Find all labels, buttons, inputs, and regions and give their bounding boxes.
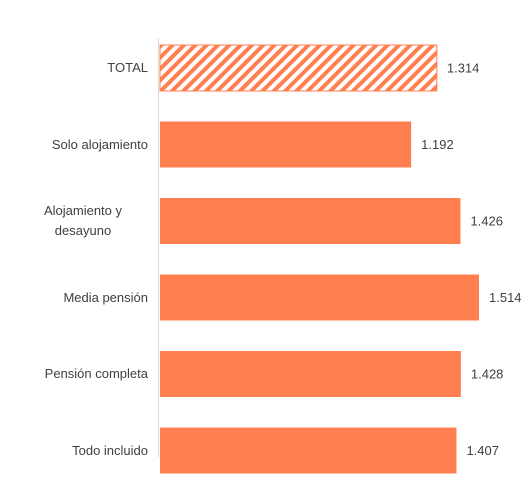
category-label: TOTAL xyxy=(107,60,148,75)
bar xyxy=(160,198,461,244)
category-label-box: Alojamiento y desayuno xyxy=(18,198,148,244)
category-label: Alojamiento y desayuno xyxy=(43,203,123,238)
category-label-box: Solo alojamiento xyxy=(52,122,148,168)
value-label: 1.192 xyxy=(421,137,454,152)
value-label: 1.314 xyxy=(447,60,480,75)
bar xyxy=(160,427,457,474)
value-label: 1.514 xyxy=(489,290,522,305)
category-label: Todo incluido xyxy=(72,442,148,458)
value-label: 1.407 xyxy=(466,443,499,458)
category-label-box: Media pensión xyxy=(63,275,148,321)
category-label-box: Todo incluido xyxy=(72,428,148,474)
category-label: Pensión completa xyxy=(44,366,148,381)
value-label: 1.426 xyxy=(470,213,503,228)
bar xyxy=(160,274,479,321)
category-label-box: Pensión completa xyxy=(45,351,148,397)
category-label: Solo alojamiento xyxy=(51,136,148,152)
category-label-box: TOTAL xyxy=(107,45,148,91)
value-label: 1.428 xyxy=(471,366,504,381)
bar xyxy=(159,44,438,92)
bar xyxy=(160,121,412,168)
bar xyxy=(160,351,461,397)
category-label: Media pensión xyxy=(63,289,148,305)
